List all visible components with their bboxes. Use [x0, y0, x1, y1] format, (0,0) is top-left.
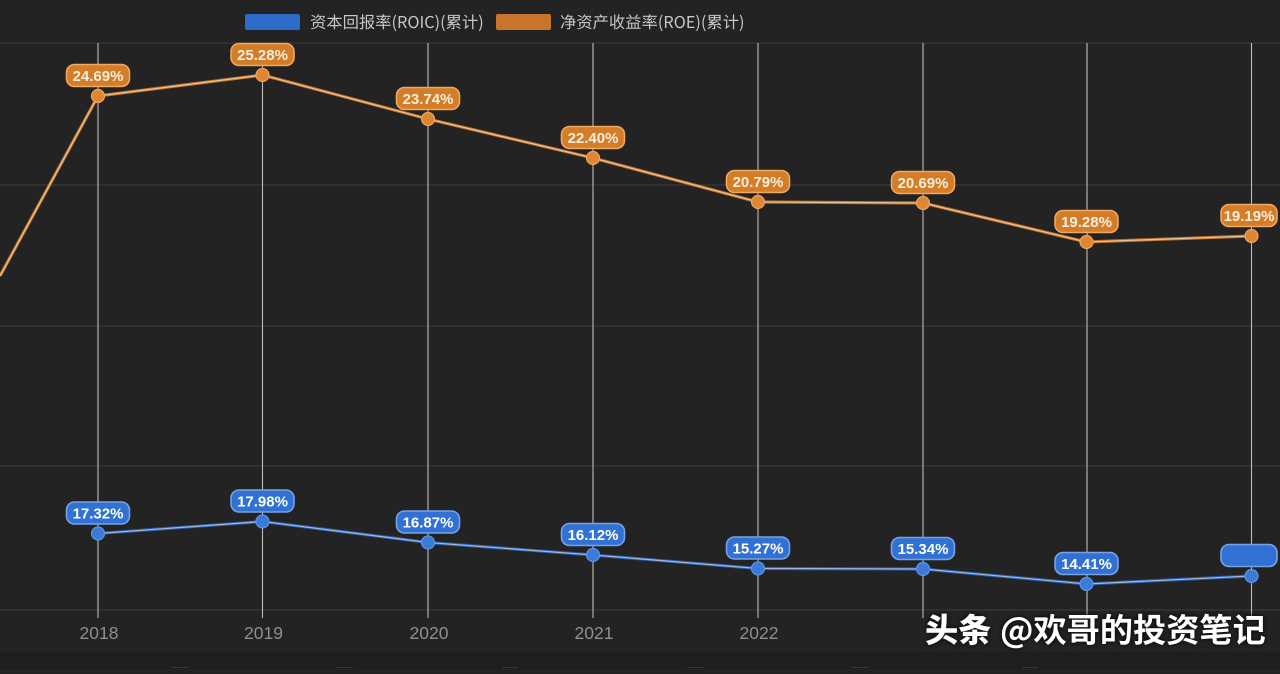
svg-text:19.19%: 19.19%	[1224, 208, 1275, 225]
svg-text:17.98%: 17.98%	[237, 493, 288, 510]
svg-text:20.79%: 20.79%	[733, 174, 784, 191]
svg-text:15.34%: 15.34%	[898, 541, 949, 558]
svg-text:24.69%: 24.69%	[73, 68, 124, 85]
svg-text:15.27%: 15.27%	[733, 540, 784, 557]
svg-text:25.28%: 25.28%	[237, 47, 288, 64]
svg-text:23.74%: 23.74%	[403, 91, 454, 108]
svg-text:2021: 2021	[575, 623, 614, 643]
svg-text:16.87%: 16.87%	[403, 514, 454, 531]
svg-text:2018: 2018	[80, 623, 119, 643]
svg-text:14.41%: 14.41%	[1061, 556, 1112, 573]
svg-text:2020: 2020	[410, 623, 449, 643]
svg-text:22.40%: 22.40%	[568, 130, 619, 147]
svg-text:19.28%: 19.28%	[1061, 214, 1112, 231]
svg-text:2019: 2019	[244, 623, 283, 643]
svg-text:2022: 2022	[740, 623, 779, 643]
svg-text:17.32%: 17.32%	[73, 505, 124, 522]
svg-text:16.12%: 16.12%	[568, 527, 619, 544]
svg-text:20.69%: 20.69%	[898, 175, 949, 192]
